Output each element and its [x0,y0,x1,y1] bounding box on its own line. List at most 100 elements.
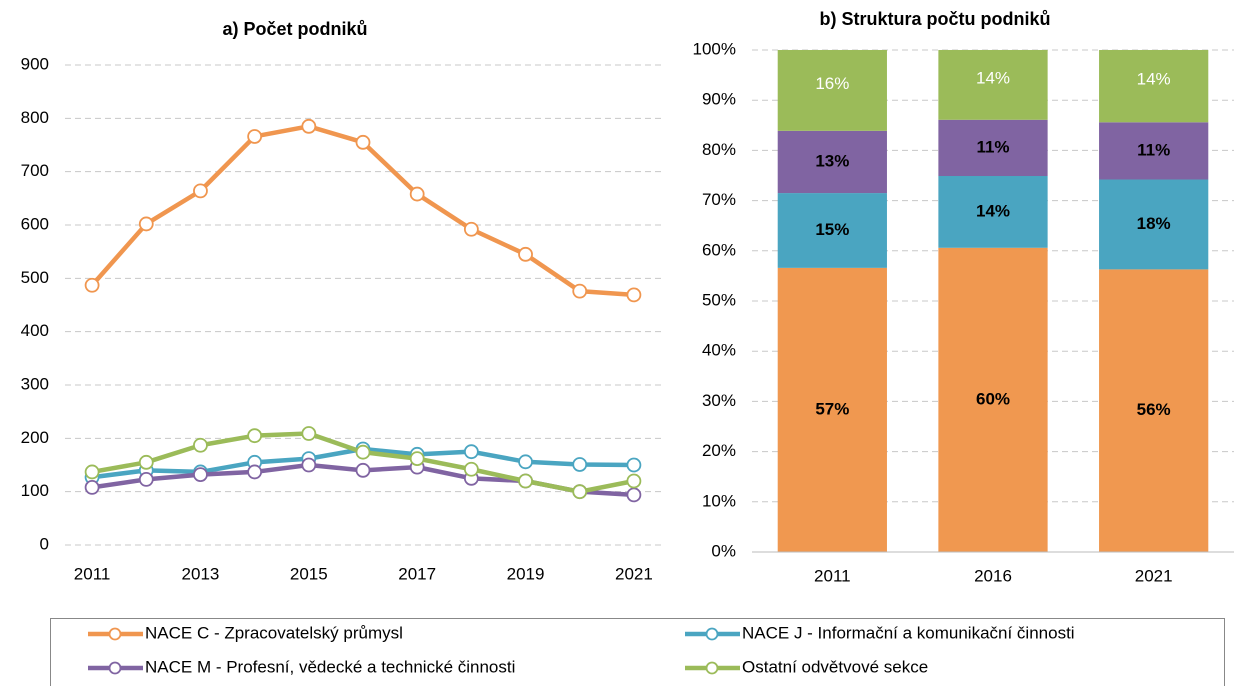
y-tick-label: 100% [693,39,736,58]
data-label: 14% [976,201,1010,220]
data-point [518,246,533,262]
data-point [247,129,263,144]
data-point [84,277,100,293]
data-point [138,454,154,470]
data-point [409,451,425,467]
data-point [463,221,479,237]
data-point [247,464,263,480]
data-point [572,283,588,299]
data-point [84,479,100,495]
data-label: 16% [815,74,849,93]
x-tick-label: 2021 [615,564,653,583]
y-tick-label: 50% [702,290,736,309]
legend-marker [705,661,719,675]
legend-label: NACE C - Zpracovatelský průmysl [145,623,403,642]
data-point [355,444,371,460]
series-line [90,124,635,298]
legend-label: NACE J - Informační a komunikační činnos… [742,623,1075,642]
data-point [193,437,208,453]
data-label: 14% [976,68,1010,87]
bar-segment [777,267,887,552]
y-tick-label: 70% [702,190,736,209]
x-tick-label: 2015 [290,564,328,583]
data-label: 14% [1137,70,1171,89]
data-point [409,186,425,202]
x-tick-label: 2011 [814,566,851,585]
bar-segment [777,193,887,268]
data-point [626,487,642,503]
bar-segment [1099,50,1209,123]
y-tick-label: 100 [21,481,49,500]
data-label: 60% [976,389,1010,408]
bar-segment [777,130,887,194]
bar-segment [938,247,1048,552]
data-label: 18% [1137,214,1171,233]
y-tick-label: 0% [711,541,736,560]
data-label: 11% [976,137,1009,156]
bar-segment [1099,179,1209,270]
data-label: 11% [1137,140,1170,159]
y-tick-label: 400 [21,321,49,340]
data-point [572,457,588,472]
data-label: 56% [1137,400,1171,419]
legend-label: Ostatní odvětvové sekce [742,657,928,676]
y-tick-label: 900 [21,54,49,73]
y-tick-label: 90% [702,90,736,109]
legend-box [50,618,1225,686]
data-point [301,118,317,134]
bar-segment [938,119,1048,177]
y-tick-label: 30% [702,391,736,410]
y-tick-label: 60% [702,240,736,259]
data-point [193,183,208,199]
legend-marker [705,627,719,641]
x-tick-label: 2016 [974,566,1012,585]
data-point [518,454,533,470]
x-tick-label: 2017 [398,564,436,583]
bar-segment [777,50,887,131]
data-point [138,471,154,487]
bar-segment [1099,122,1209,180]
data-point [301,457,317,473]
data-point [463,444,479,460]
data-point [572,484,588,500]
y-tick-label: 40% [702,341,736,360]
data-point [518,473,533,489]
data-point [626,473,642,489]
data-point [463,461,479,477]
data-point [626,287,642,303]
x-tick-label: 2011 [74,564,111,583]
legend-label: NACE M - Profesní, vědecké a technické č… [145,657,515,676]
y-tick-label: 20% [702,441,736,460]
y-tick-label: 700 [21,161,49,180]
data-label: 57% [815,399,849,418]
data-point [193,467,208,483]
legend-marker [108,627,122,641]
y-tick-label: 300 [21,374,49,393]
x-tick-label: 2019 [507,564,545,583]
data-point [355,134,371,150]
y-tick-label: 800 [21,108,49,127]
y-tick-label: 200 [21,428,49,447]
data-point [84,464,100,480]
x-tick-label: 2021 [1135,566,1173,585]
data-label: 15% [815,220,849,239]
data-point [247,428,263,444]
data-point [626,457,642,473]
legend-marker [108,661,122,675]
y-tick-label: 500 [21,268,49,287]
data-point [138,216,154,232]
y-tick-label: 80% [702,140,736,159]
data-point [355,462,371,478]
chart-title: b) Struktura počtu podniků [820,9,1051,29]
chart-title: a) Počet podniků [222,19,367,39]
data-point [301,426,317,441]
data-label: 13% [815,151,849,170]
bar-segment [938,176,1048,248]
x-tick-label: 2013 [182,564,220,583]
y-tick-label: 10% [702,491,736,510]
bar-segment [938,50,1048,120]
y-tick-label: 600 [21,214,49,233]
bar-segment [1099,269,1209,552]
